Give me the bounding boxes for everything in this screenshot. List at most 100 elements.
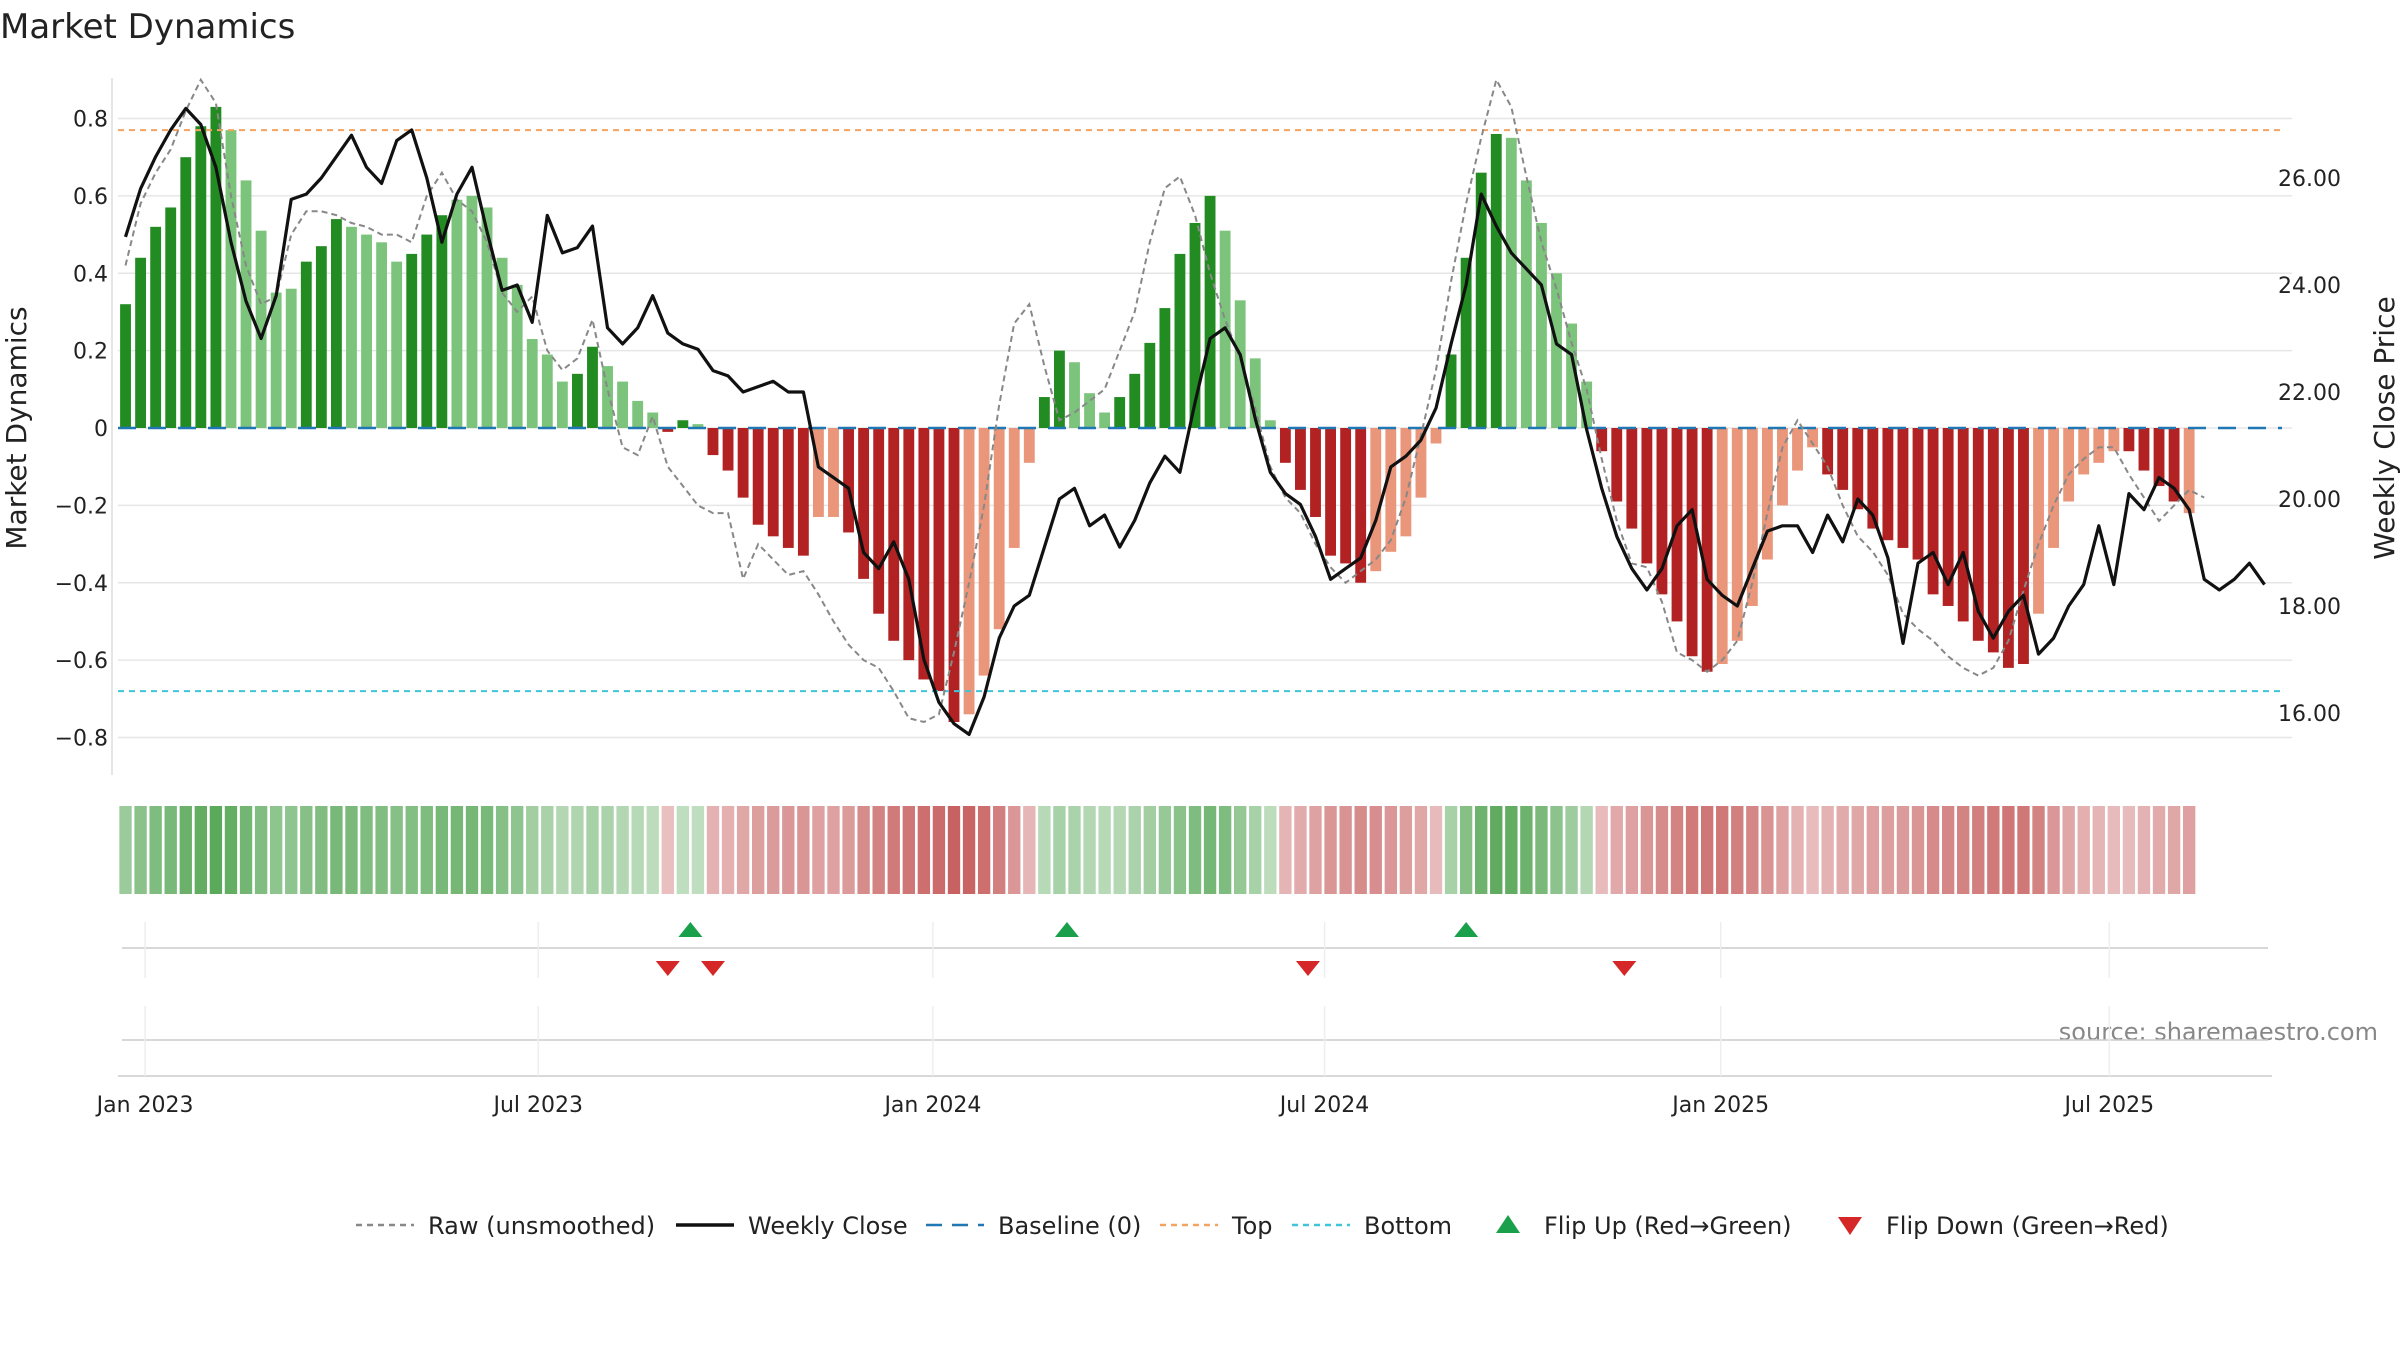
strip-cell-53	[917, 806, 931, 894]
strip-cell-78	[1294, 806, 1307, 894]
bar-week-34	[632, 400, 644, 428]
strip-cell-126	[2017, 806, 2030, 894]
bar-week-11	[285, 288, 297, 428]
strip-cell-54	[932, 806, 946, 894]
strip-cell-94	[1535, 806, 1548, 894]
strip-cell-100	[1625, 806, 1639, 894]
reference-lines	[118, 129, 2282, 693]
x-tick-label-1: Jul 2023	[491, 1093, 583, 1118]
strip-cell-27	[526, 806, 539, 894]
y-tick-label-6: −0.4	[55, 572, 108, 597]
strip-cell-30	[571, 806, 584, 894]
bar-week-10	[270, 292, 282, 428]
strip-cell-11	[285, 806, 298, 894]
bar-week-126	[2018, 428, 2029, 664]
bar-week-71	[1189, 222, 1201, 428]
bar-week-3	[165, 207, 177, 428]
strip-cell-127	[2032, 806, 2045, 894]
bar-week-64	[1084, 393, 1095, 428]
bar-week-5	[195, 126, 207, 429]
strip-cell-38	[691, 806, 705, 894]
strip-cell-113	[1821, 806, 1834, 894]
bar-week-96	[1566, 323, 1577, 428]
strip-cell-73	[1218, 806, 1232, 894]
bar-week-97	[1581, 381, 1593, 428]
bar-week-20	[421, 234, 433, 428]
strip-cell-67	[1128, 806, 1141, 894]
strip-cell-118	[1896, 806, 1910, 894]
strip-cell-101	[1640, 806, 1654, 894]
bar-week-115	[1852, 428, 1864, 510]
bar-week-78	[1295, 428, 1306, 490]
strip-cell-35	[646, 806, 659, 894]
strip-cell-102	[1655, 806, 1669, 894]
legend-item-1: Weekly Close	[676, 1212, 908, 1240]
bar-week-101	[1641, 428, 1653, 564]
strip-cell-124	[1987, 806, 2000, 894]
strip-cell-82	[1354, 806, 1367, 894]
bar-week-42	[752, 428, 764, 525]
strip-cell-64	[1083, 806, 1096, 894]
bar-week-45	[797, 428, 809, 556]
strip-cell-19	[405, 806, 418, 894]
strip-cell-52	[902, 806, 915, 894]
strip-cell-23	[465, 806, 479, 894]
bar-week-41	[737, 428, 749, 498]
flip-down-marker-2	[1295, 961, 1320, 976]
strip-cell-3	[164, 806, 177, 894]
bar-week-125	[2002, 428, 2014, 668]
strip-cell-41	[736, 806, 750, 894]
strip-cell-77	[1279, 806, 1292, 894]
bar-week-67	[1129, 373, 1141, 428]
bar-week-28	[541, 354, 553, 428]
strip-cell-25	[495, 806, 509, 894]
bar-week-62	[1054, 350, 1065, 428]
strip-cell-42	[751, 806, 765, 894]
strip-cell-29	[556, 806, 569, 894]
bar-week-47	[828, 428, 839, 517]
bar-week-122	[1957, 428, 1969, 622]
bar-week-88	[1445, 354, 1457, 428]
bar-week-33	[617, 381, 629, 428]
x-ticks: Jan 2023 Jul 2023 Jan 2024 Jul 2024 Jan 2025…	[95, 1093, 2154, 1118]
strip-cell-129	[2062, 806, 2075, 894]
bar-week-117	[1882, 428, 1894, 541]
strip-cell-110	[1776, 806, 1789, 894]
strip-cell-28	[541, 806, 554, 894]
bar-week-134	[2138, 428, 2150, 471]
bar-week-51	[888, 428, 900, 641]
strip-cell-86	[1414, 806, 1428, 894]
y-tick-label-1: 0.6	[73, 185, 108, 210]
strip-cell-112	[1806, 806, 1819, 894]
strip-cell-43	[767, 806, 780, 894]
strip-cell-61	[1038, 806, 1051, 894]
bar-week-26	[511, 284, 523, 428]
strip-cell-105	[1700, 806, 1714, 894]
strip-cell-117	[1881, 806, 1895, 894]
strip-cell-95	[1550, 806, 1563, 894]
flip-up-marker-0	[678, 922, 703, 937]
bar-week-124	[1987, 428, 1999, 653]
bar-week-112	[1807, 428, 1819, 448]
strip-cell-72	[1203, 806, 1217, 894]
strip-cell-123	[1972, 806, 1985, 894]
strip-cell-128	[2047, 806, 2060, 894]
y-ticks-right: 26.00 24.00 22.00 20.00 18.00 16.00	[2278, 167, 2341, 727]
strip-cell-91	[1490, 806, 1503, 894]
bar-week-121	[1942, 428, 1954, 606]
strip-cell-84	[1384, 806, 1397, 894]
strip-cell-4	[179, 806, 192, 894]
strip-cell-76	[1264, 806, 1277, 894]
strip-cell-125	[2002, 806, 2015, 894]
bar-week-23	[466, 195, 478, 428]
strip-cell-119	[1911, 806, 1925, 894]
bar-week-2	[150, 226, 162, 428]
strip-cell-121	[1941, 806, 1955, 894]
strip-cell-92	[1505, 806, 1518, 894]
bar-week-111	[1792, 428, 1803, 471]
strip-cell-120	[1926, 806, 1940, 894]
strip-cell-50	[872, 806, 885, 894]
bar-week-104	[1686, 428, 1698, 657]
bar-week-43	[767, 428, 779, 537]
